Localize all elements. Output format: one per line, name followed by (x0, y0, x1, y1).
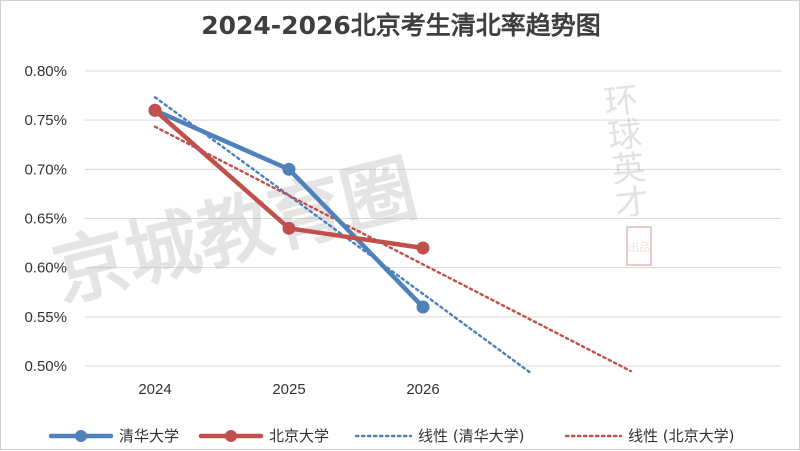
watermark-text: 京城教育圈 (45, 145, 425, 318)
watermark: 京城教育圈 环球英才 出品 (45, 81, 652, 318)
y-tick-label: 0.75% (24, 112, 67, 129)
data-point (282, 221, 296, 235)
seal-text: 出品 (628, 240, 650, 254)
y-tick-label: 0.70% (24, 161, 67, 178)
series (148, 103, 430, 314)
legend-marker (75, 430, 87, 442)
legend-label: 线性 (清华大学) (418, 427, 524, 445)
watermark-script: 环球英才 (596, 81, 650, 220)
chart-title: 2024-2026北京考生清北率趋势图 (201, 11, 601, 40)
y-tick-label: 0.80% (24, 63, 67, 80)
data-point (416, 241, 430, 255)
gridlines (85, 70, 781, 367)
legend-entry: 线性 (清华大学) (354, 427, 524, 445)
trendline (153, 125, 632, 373)
trendline (153, 96, 532, 374)
legend-marker (225, 430, 237, 442)
x-tick-label: 2024 (138, 381, 171, 398)
trendlines (153, 96, 632, 374)
legend-label: 清华大学 (119, 427, 179, 445)
legend-entry: 北京大学 (198, 427, 329, 445)
y-tick-label: 0.50% (24, 358, 67, 375)
legend: 清华大学 北京大学 线性 (清华大学) 线性 (北京大学) (48, 427, 734, 445)
y-tick-label: 0.65% (24, 211, 67, 228)
legend-entry: 清华大学 (48, 427, 179, 445)
data-point (416, 300, 430, 314)
legend-entry: 线性 (北京大学) (564, 427, 734, 445)
y-tick-label: 0.55% (24, 309, 67, 326)
legend-label: 北京大学 (269, 427, 329, 445)
y-axis: 0.50% 0.55% 0.60% 0.65% 0.70% 0.75% 0.80% (24, 63, 67, 375)
watermark-seal: 出品 (626, 226, 652, 266)
data-point (148, 103, 162, 117)
data-point (282, 162, 296, 176)
x-axis: 2024 2025 2026 (138, 381, 439, 398)
legend-label: 线性 (北京大学) (628, 427, 734, 445)
y-tick-label: 0.60% (24, 260, 67, 277)
x-tick-label: 2026 (406, 381, 439, 398)
x-tick-label: 2025 (272, 381, 305, 398)
